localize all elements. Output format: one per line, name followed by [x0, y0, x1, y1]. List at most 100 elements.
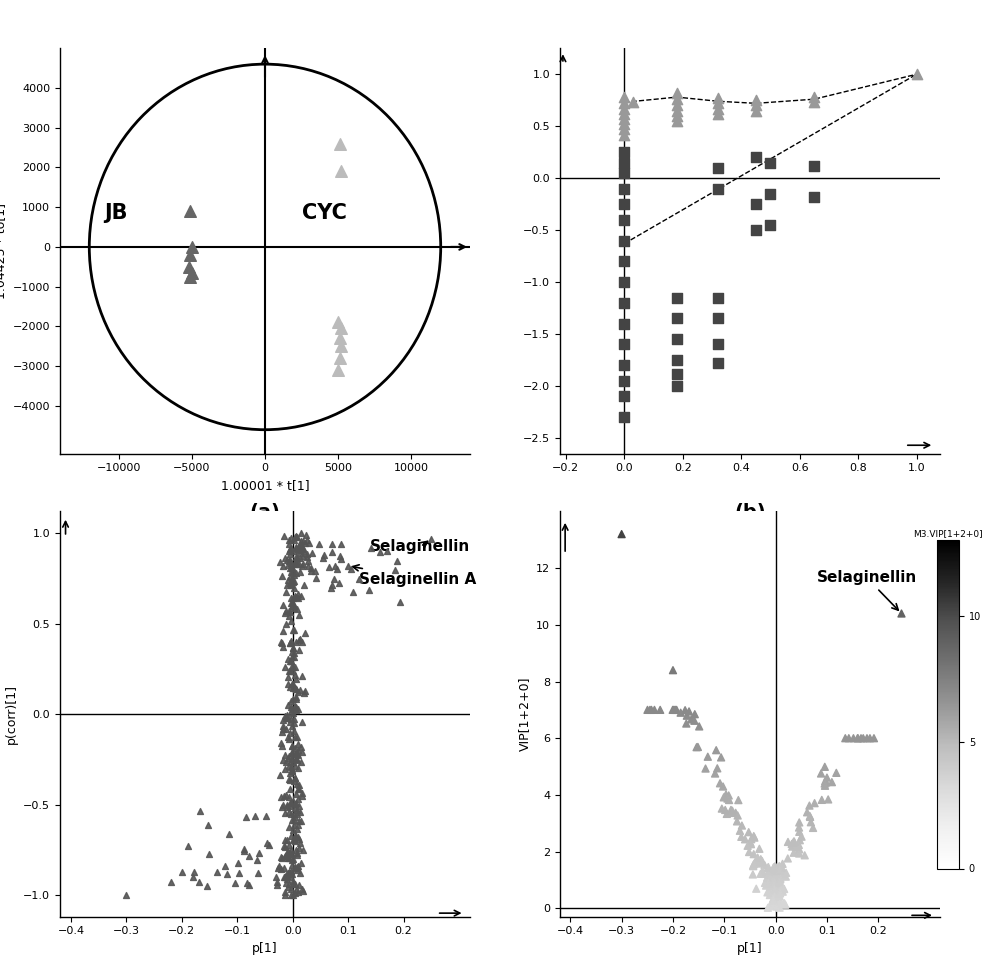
- Point: [762, 154, 778, 170]
- Point: [625, 95, 641, 110]
- Point: [286, 598, 302, 614]
- Point: [768, 879, 784, 895]
- Point: [274, 568, 290, 584]
- Point: [299, 550, 315, 565]
- Point: [723, 802, 739, 817]
- Point: [283, 711, 299, 727]
- Point: [285, 822, 301, 838]
- Point: [283, 531, 299, 546]
- Point: [721, 792, 737, 808]
- Point: [276, 861, 292, 876]
- Point: [330, 315, 346, 330]
- Point: [616, 106, 632, 122]
- Point: [283, 863, 299, 878]
- Point: [286, 567, 302, 583]
- Point: [277, 708, 293, 724]
- Point: [282, 679, 298, 695]
- Point: [289, 847, 305, 863]
- Point: [295, 556, 311, 571]
- Point: [283, 653, 299, 669]
- Point: [288, 671, 304, 686]
- Point: [285, 659, 301, 675]
- Point: [766, 860, 782, 875]
- Point: [423, 531, 439, 546]
- Point: [746, 828, 762, 843]
- Point: [279, 871, 295, 887]
- Point: [753, 851, 769, 867]
- Text: Selaginellin: Selaginellin: [817, 570, 917, 610]
- Point: [750, 850, 766, 866]
- Point: [765, 891, 781, 906]
- Point: [288, 689, 304, 704]
- Point: [803, 814, 819, 830]
- Point: [775, 896, 791, 912]
- Point: [762, 186, 778, 202]
- Point: [776, 881, 792, 896]
- Point: [669, 113, 685, 128]
- Point: [616, 100, 632, 116]
- Point: [182, 247, 198, 262]
- Point: [767, 882, 783, 897]
- Point: [757, 857, 773, 872]
- Point: [278, 875, 294, 891]
- Point: [814, 792, 830, 808]
- Point: [291, 777, 307, 792]
- Point: [269, 874, 285, 890]
- Point: [773, 881, 789, 896]
- Point: [311, 537, 327, 552]
- Point: [299, 547, 315, 563]
- Point: [283, 577, 299, 593]
- Point: [278, 847, 294, 863]
- Point: [287, 796, 303, 812]
- Point: [277, 840, 293, 855]
- Point: [283, 575, 299, 591]
- Point: [280, 669, 296, 684]
- Point: [333, 537, 349, 552]
- Point: [790, 844, 806, 860]
- Point: [748, 854, 764, 869]
- Point: [616, 389, 632, 404]
- Point: [806, 158, 822, 174]
- Point: [287, 680, 303, 696]
- Point: [277, 806, 293, 821]
- Point: [669, 108, 685, 124]
- Point: [767, 859, 783, 874]
- Point: [669, 92, 685, 107]
- Text: CYC: CYC: [302, 203, 346, 223]
- Point: [748, 93, 764, 108]
- Point: [282, 773, 298, 788]
- Point: [291, 632, 307, 648]
- Point: [227, 875, 243, 891]
- Point: [284, 763, 300, 779]
- Point: [286, 715, 302, 731]
- Point: [289, 746, 305, 761]
- Point: [678, 716, 694, 731]
- Point: [665, 662, 681, 677]
- Point: [277, 659, 293, 675]
- Point: [769, 882, 785, 897]
- Point: [279, 578, 295, 593]
- Point: [642, 703, 658, 718]
- Point: [802, 809, 818, 824]
- Point: [616, 233, 632, 248]
- Point: [290, 760, 306, 776]
- Point: [616, 373, 632, 389]
- Point: [282, 782, 298, 797]
- Point: [279, 845, 295, 861]
- Point: [766, 898, 782, 914]
- Point: [751, 856, 767, 871]
- Point: [280, 865, 296, 880]
- Point: [283, 595, 299, 611]
- Point: [289, 730, 305, 745]
- Point: [392, 594, 408, 610]
- Point: [283, 704, 299, 720]
- Point: [771, 889, 787, 904]
- Point: [761, 863, 777, 878]
- Point: [308, 569, 324, 585]
- Point: [748, 197, 764, 212]
- Point: [273, 849, 289, 865]
- Point: [284, 659, 300, 675]
- Point: [818, 775, 834, 790]
- Point: [282, 552, 298, 567]
- Point: [775, 879, 791, 895]
